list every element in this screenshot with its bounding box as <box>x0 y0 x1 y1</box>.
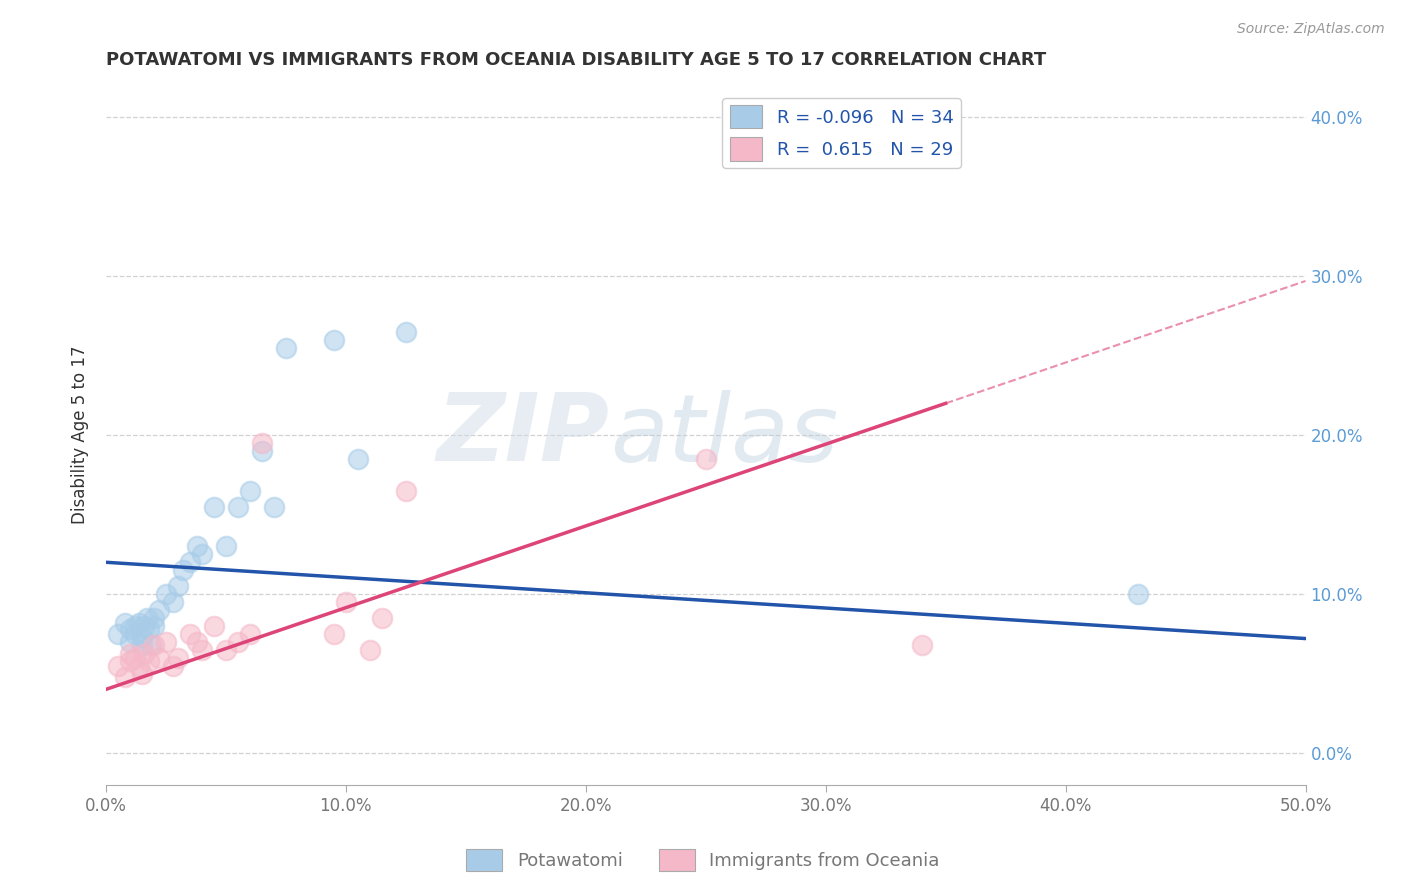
Point <box>322 333 344 347</box>
Point <box>114 615 136 630</box>
Point <box>226 500 249 514</box>
Legend: Potawatomi, Immigrants from Oceania: Potawatomi, Immigrants from Oceania <box>458 842 948 879</box>
Point <box>226 634 249 648</box>
Point <box>124 627 146 641</box>
Point <box>186 634 208 648</box>
Text: atlas: atlas <box>610 390 838 481</box>
Point <box>172 563 194 577</box>
Point <box>274 341 297 355</box>
Point <box>155 634 177 648</box>
Point <box>167 650 190 665</box>
Point <box>138 622 160 636</box>
Point <box>141 638 163 652</box>
Point <box>124 619 146 633</box>
Point <box>124 650 146 665</box>
Point <box>131 666 153 681</box>
Text: POTAWATOMI VS IMMIGRANTS FROM OCEANIA DISABILITY AGE 5 TO 17 CORRELATION CHART: POTAWATOMI VS IMMIGRANTS FROM OCEANIA DI… <box>105 51 1046 69</box>
Point <box>215 540 238 554</box>
Point <box>335 595 357 609</box>
Point <box>162 658 184 673</box>
Point <box>239 627 262 641</box>
Point <box>135 611 157 625</box>
Point <box>142 619 165 633</box>
Point <box>911 638 934 652</box>
Point <box>118 654 141 668</box>
Point <box>118 648 141 662</box>
Point <box>148 603 170 617</box>
Y-axis label: Disability Age 5 to 17: Disability Age 5 to 17 <box>72 346 89 524</box>
Point <box>202 619 225 633</box>
Point <box>395 325 418 339</box>
Point <box>263 500 285 514</box>
Point <box>128 615 150 630</box>
Point <box>155 587 177 601</box>
Point <box>148 650 170 665</box>
Point <box>162 595 184 609</box>
Point <box>191 642 214 657</box>
Point <box>107 658 129 673</box>
Point <box>250 436 273 450</box>
Point <box>167 579 190 593</box>
Point <box>131 630 153 644</box>
Point <box>215 642 238 657</box>
Point <box>118 622 141 636</box>
Point <box>134 619 156 633</box>
Point <box>138 654 160 668</box>
Point <box>142 611 165 625</box>
Point <box>202 500 225 514</box>
Point <box>179 627 201 641</box>
Point <box>695 452 717 467</box>
Point <box>134 648 156 662</box>
Point <box>131 638 153 652</box>
Point <box>1126 587 1149 601</box>
Point <box>239 483 262 498</box>
Text: Source: ZipAtlas.com: Source: ZipAtlas.com <box>1237 22 1385 37</box>
Point <box>359 642 381 657</box>
Point <box>142 638 165 652</box>
Point <box>118 634 141 648</box>
Point <box>346 452 368 467</box>
Point <box>107 627 129 641</box>
Point <box>186 540 208 554</box>
Point <box>322 627 344 641</box>
Text: ZIP: ZIP <box>437 389 610 481</box>
Point <box>250 444 273 458</box>
Point <box>395 483 418 498</box>
Point <box>179 555 201 569</box>
Point <box>128 658 150 673</box>
Point <box>114 670 136 684</box>
Point <box>191 547 214 561</box>
Point <box>371 611 394 625</box>
Legend: R = -0.096   N = 34, R =  0.615   N = 29: R = -0.096 N = 34, R = 0.615 N = 29 <box>723 98 960 168</box>
